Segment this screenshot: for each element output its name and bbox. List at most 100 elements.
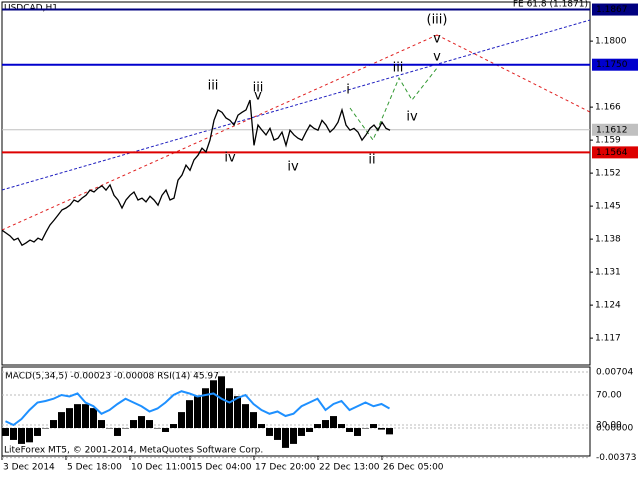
macd-bar <box>18 428 25 444</box>
wave-label: iii <box>393 61 404 76</box>
macd-bar <box>138 416 145 429</box>
level-box <box>592 123 638 136</box>
x-tick-label: 26 Dec 05:00 <box>383 463 444 473</box>
trend-line <box>1 34 438 231</box>
macd-bar <box>330 416 337 429</box>
macd-bar <box>194 396 201 429</box>
macd-bar <box>370 424 377 429</box>
macd-bar <box>226 388 233 429</box>
wave-label: iii <box>208 79 219 94</box>
y-tick-label: 1.1800 <box>595 37 627 47</box>
y-tick-label: -0.00373 <box>596 453 636 463</box>
macd-bar <box>90 408 97 429</box>
y-tick-label: 30.00 <box>596 421 622 431</box>
wave-label: iv <box>287 160 299 175</box>
x-tick-label: 17 Dec 20:00 <box>255 463 316 473</box>
x-tick-label: 22 Dec 13:00 <box>319 463 380 473</box>
level-box <box>592 146 638 159</box>
macd-bar <box>2 428 9 436</box>
indicator-title: MACD(5,34,5) -0.00023 -0.00008 RSI(14) 4… <box>5 372 219 382</box>
y-tick-label: 0.00000 <box>596 424 633 434</box>
trend-line <box>436 34 591 113</box>
macd-bar <box>290 428 297 444</box>
macd-bar <box>50 420 57 429</box>
macd-bar <box>314 424 321 429</box>
level-box <box>592 58 638 71</box>
y-tick-label: 1.152 <box>595 169 621 179</box>
y-tick-label: 1.166 <box>595 103 621 113</box>
y-tick-label: 1.138 <box>595 235 621 245</box>
y-tick-label: 0.00704 <box>596 368 633 378</box>
macd-bar <box>354 428 361 436</box>
wave-label: i <box>346 83 350 98</box>
x-tick-label: 10 Dec 11:00 <box>131 463 192 473</box>
main-frame <box>1 1 591 366</box>
x-tick-label: 15 Dec 04:00 <box>191 463 252 473</box>
y-tick-label: 1.117 <box>595 334 621 344</box>
wave-label: v <box>433 32 441 47</box>
macd-bar <box>66 408 73 429</box>
y-tick-label: 1.124 <box>595 301 621 311</box>
level-label: 1.1564 <box>596 148 628 158</box>
macd-bar <box>346 428 353 432</box>
wave-label: v <box>254 89 262 104</box>
macd-bar <box>34 428 41 436</box>
macd-bar <box>298 428 305 436</box>
wave-label: iv <box>224 151 236 166</box>
macd-bar <box>106 428 113 429</box>
x-tick-label: 5 Dec 18:00 <box>67 463 122 473</box>
y-tick-label: 1.159 <box>595 136 621 146</box>
macd-bar <box>250 412 257 429</box>
wave-label: iv <box>406 110 418 125</box>
macd-bar <box>234 396 241 429</box>
macd-bar <box>338 424 345 429</box>
macd-bar <box>146 420 153 429</box>
macd-bar <box>82 404 89 429</box>
wave-label: (iii) <box>427 13 448 28</box>
macd-bar <box>322 420 329 429</box>
wave-label: iii <box>253 81 264 96</box>
macd-bar <box>242 404 249 429</box>
macd-bar <box>162 428 169 432</box>
macd-bar <box>26 428 33 443</box>
level-label: 1.1612 <box>596 125 628 135</box>
indicator-frame <box>1 366 591 457</box>
level-label: 1.1750 <box>596 60 628 70</box>
macd-bar <box>218 376 225 429</box>
macd-bar <box>178 412 185 429</box>
wave-label: ii <box>368 153 375 168</box>
macd-bar <box>42 428 49 429</box>
rsi-line <box>5 390 390 427</box>
fibo-label: FE 61.8 (1.1871) <box>513 0 588 10</box>
macd-bar <box>58 412 65 429</box>
macd-bar <box>378 428 385 430</box>
macd-bar <box>74 404 81 429</box>
y-tick-label: 1.131 <box>595 268 621 278</box>
macd-bar <box>362 428 369 429</box>
macd-bar <box>306 428 313 432</box>
macd-bar <box>202 388 209 429</box>
macd-bar <box>266 428 273 436</box>
macd-bar <box>186 400 193 429</box>
y-tick-label: 70.00 <box>596 390 622 400</box>
level-box <box>592 3 638 16</box>
price-line <box>1 99 391 247</box>
macd-bar <box>258 424 265 429</box>
wave-label: v <box>433 50 441 65</box>
footer: LiteForex MT5, © 2001-2014, MetaQuotes S… <box>4 446 263 456</box>
wave-projection <box>349 67 438 142</box>
macd-bar <box>114 428 121 436</box>
x-tick-label: 3 Dec 2014 <box>3 463 55 473</box>
macd-bar <box>122 428 129 429</box>
macd-bar <box>98 420 105 429</box>
macd-bar <box>282 428 289 448</box>
macd-bar <box>386 428 393 435</box>
macd-bar <box>274 428 281 440</box>
macd-bar <box>10 428 17 440</box>
level-label: 1.1867 <box>596 5 628 15</box>
y-tick-label: 1.145 <box>595 202 621 212</box>
macd-bar <box>170 424 177 429</box>
channel-line <box>1 19 591 191</box>
macd-bar <box>154 428 161 429</box>
